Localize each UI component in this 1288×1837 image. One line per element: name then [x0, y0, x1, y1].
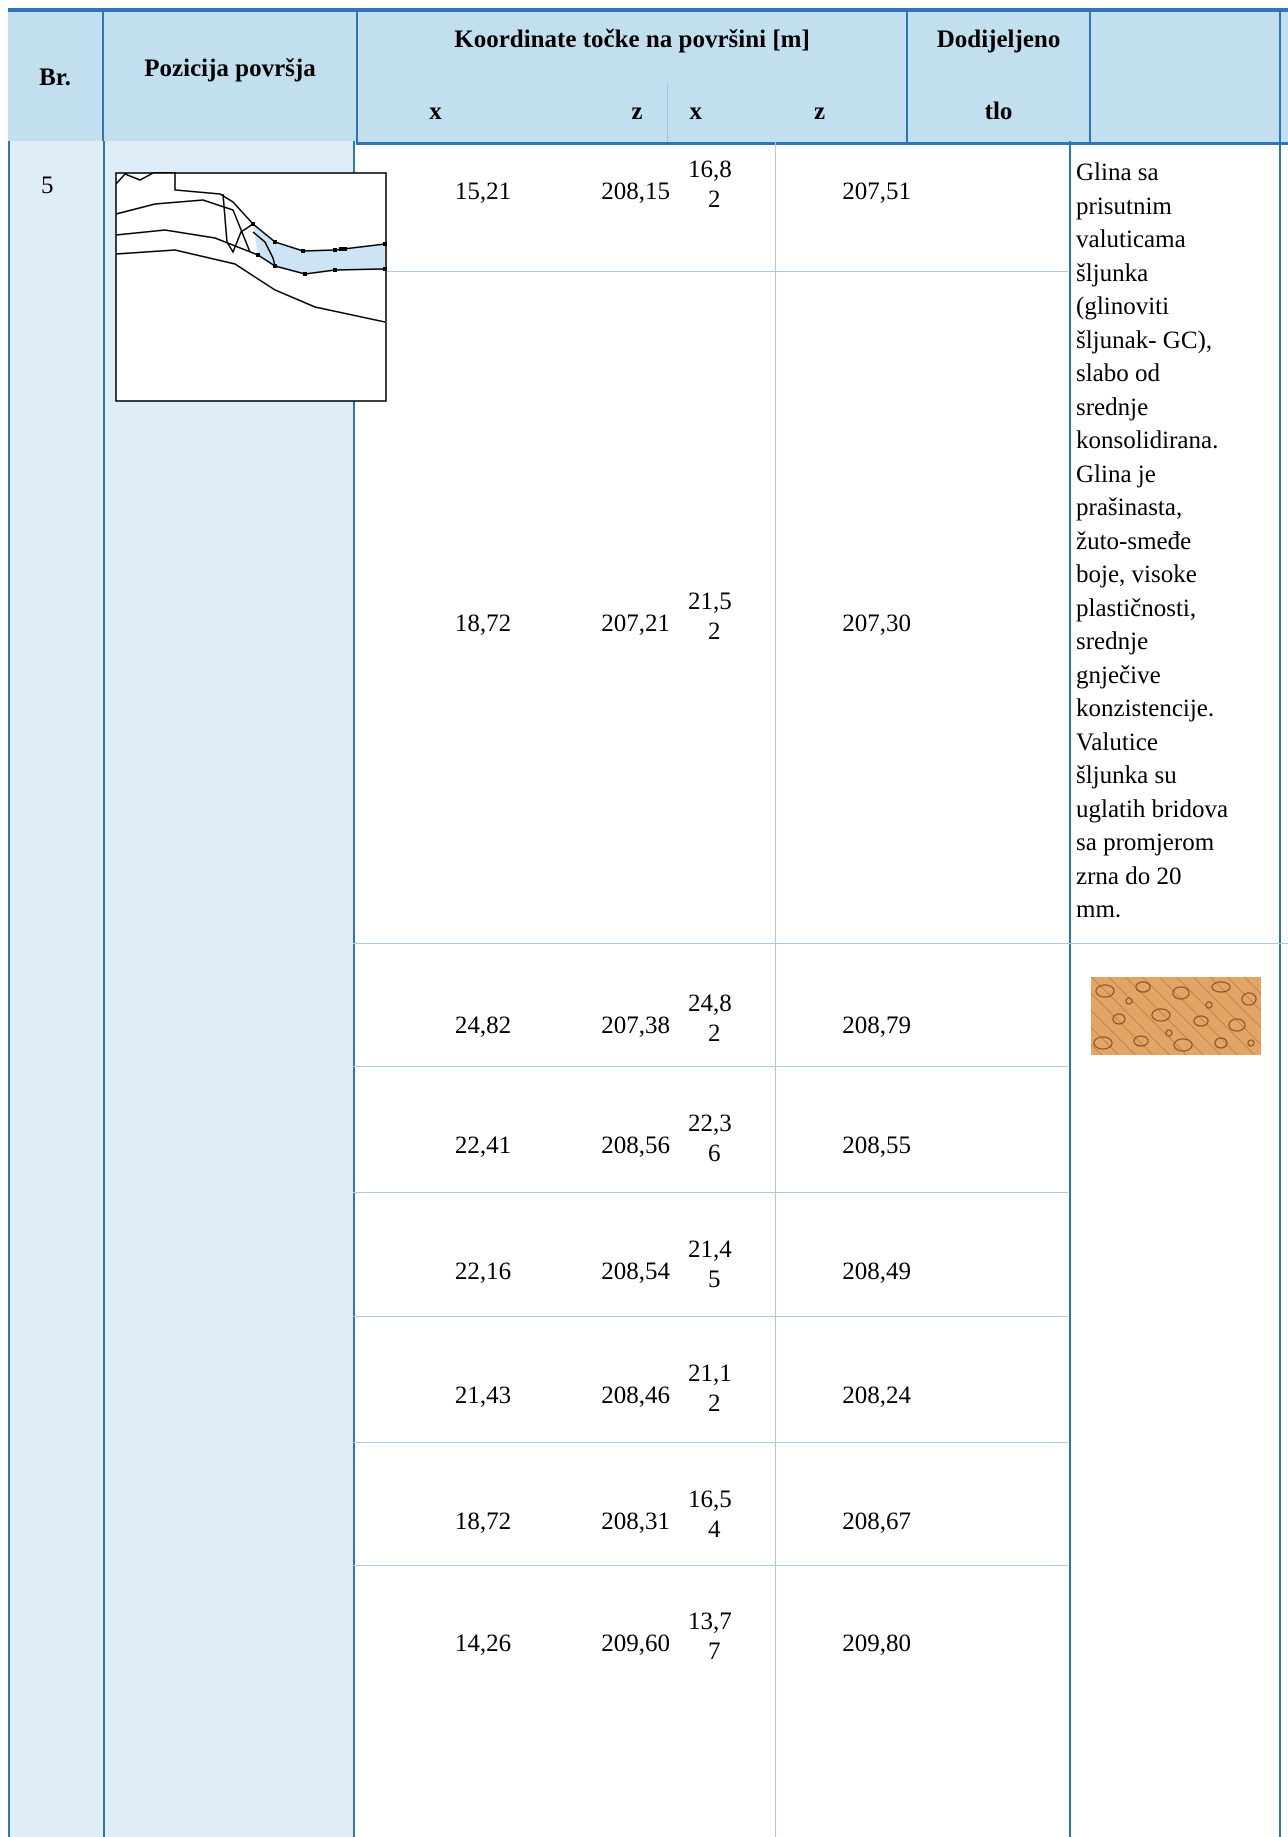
point-x1: 22,41 — [454, 1132, 512, 1159]
point-x2-line2: 7 — [708, 1638, 721, 1665]
point-z1: 208,15 — [601, 178, 670, 205]
point-x2-line1: 16,5 — [688, 1486, 732, 1513]
point-3 — [301, 249, 305, 253]
header-spill — [1089, 8, 1288, 83]
row-number: 5 — [41, 172, 54, 199]
point-4 — [333, 248, 337, 252]
point-x1: 14,26 — [454, 1630, 512, 1657]
point-2 — [273, 240, 277, 244]
point-x2-line2: 5 — [708, 1266, 721, 1293]
point-z1: 207,21 — [601, 610, 670, 637]
header-pozicija: Pozicija površja — [102, 8, 357, 143]
point-x1: 18,72 — [454, 1508, 512, 1535]
header-col-z1: z — [513, 83, 667, 145]
sketch-frame — [115, 172, 387, 402]
point-z2: 208,79 — [842, 1012, 911, 1039]
point-6 — [343, 247, 347, 251]
point-x2-line1: 21,5 — [688, 588, 732, 615]
point-x2-line2: 2 — [708, 1020, 721, 1047]
point-x2-line1: 22,3 — [688, 1110, 732, 1137]
header-br: Br. — [8, 8, 103, 143]
point-z2: 207,30 — [842, 610, 911, 637]
header-tlo: tlo — [906, 83, 1091, 145]
point-x2-line1: 21,4 — [688, 1236, 732, 1263]
point-10 — [303, 272, 307, 276]
point-x1: 18,72 — [454, 610, 512, 637]
point-z1: 208,56 — [601, 1132, 670, 1159]
point-x2-line1: 13,7 — [688, 1608, 732, 1635]
header-spill-2 — [1089, 83, 1288, 145]
point-z2: 209,80 — [842, 1630, 911, 1657]
point-z1: 208,46 — [601, 1382, 670, 1409]
tlo-column-right-border — [1279, 8, 1281, 1837]
point-5 — [339, 247, 343, 251]
point-z2: 208,55 — [842, 1132, 911, 1159]
header-col-z2: z — [774, 83, 908, 145]
swatch-pebbles — [1093, 981, 1257, 1052]
point-x2-line2: 2 — [708, 186, 721, 213]
slope-sketch — [115, 172, 387, 402]
point-12 — [383, 267, 387, 271]
header-col-x1: x — [356, 83, 513, 145]
br-column — [8, 141, 103, 1837]
header-koordinate: Koordinate točke na površini [m] — [355, 8, 908, 83]
row-line-7 — [353, 1565, 1068, 1566]
header-dodijeljeno: Dodijeljeno — [906, 8, 1091, 83]
point-x2-line2: 4 — [708, 1516, 721, 1543]
point-z1: 207,38 — [601, 1012, 670, 1039]
row-line-6 — [353, 1442, 1068, 1443]
point-x1: 21,43 — [454, 1382, 512, 1409]
point-z1: 208,54 — [601, 1258, 670, 1285]
sketch-inner-line — [252, 231, 276, 267]
x2-col-border — [775, 141, 776, 1837]
row-line-1 — [353, 271, 1068, 272]
coordinates-table: Br. Pozicija površja Koordinate točke na… — [8, 8, 1288, 145]
point-z2: 207,51 — [842, 178, 911, 205]
point-7 — [383, 242, 387, 246]
header-col-x2: x — [666, 83, 774, 145]
point-x2-line1: 16,8 — [688, 156, 732, 183]
point-x1: 15,21 — [454, 178, 512, 205]
point-z2: 208,67 — [842, 1508, 911, 1535]
soil-swatch — [1091, 977, 1261, 1055]
row-line-4 — [353, 1192, 1068, 1193]
point-x2-line2: 2 — [708, 1390, 721, 1417]
sketch-layer-2 — [115, 229, 386, 275]
point-z1: 208,31 — [601, 1508, 670, 1535]
point-z1: 209,60 — [601, 1630, 670, 1657]
sketch-points — [251, 222, 387, 276]
soil-description: Glina sa prisutnim valuticama šljunka (g… — [1076, 159, 1229, 923]
point-x1: 22,16 — [454, 1258, 512, 1285]
point-8 — [256, 253, 260, 257]
point-11 — [333, 268, 337, 272]
point-z2: 208,24 — [842, 1382, 911, 1409]
tlo-column-border — [1069, 141, 1071, 1837]
sketch-layer-3 — [115, 249, 386, 323]
point-x2-line1: 21,1 — [688, 1360, 732, 1387]
point-1 — [251, 222, 255, 226]
row-line-2 — [353, 943, 1288, 944]
sketch-highlight-layer — [253, 224, 385, 274]
coordinates-table-frame: Br. Pozicija površja Koordinate točke na… — [8, 8, 1288, 1837]
point-9 — [273, 264, 277, 268]
point-x1: 24,82 — [454, 1012, 512, 1039]
sketch-notch — [222, 193, 254, 254]
point-z2: 208,49 — [842, 1258, 911, 1285]
row-line-5 — [353, 1316, 1068, 1317]
row-line-3 — [353, 1066, 1068, 1067]
point-x2-line1: 24,8 — [688, 990, 732, 1017]
point-x2-line2: 2 — [708, 618, 721, 645]
point-x2-line2: 6 — [708, 1140, 721, 1167]
sketch-layer-1 — [115, 199, 251, 253]
pozicija-column — [103, 141, 355, 1837]
